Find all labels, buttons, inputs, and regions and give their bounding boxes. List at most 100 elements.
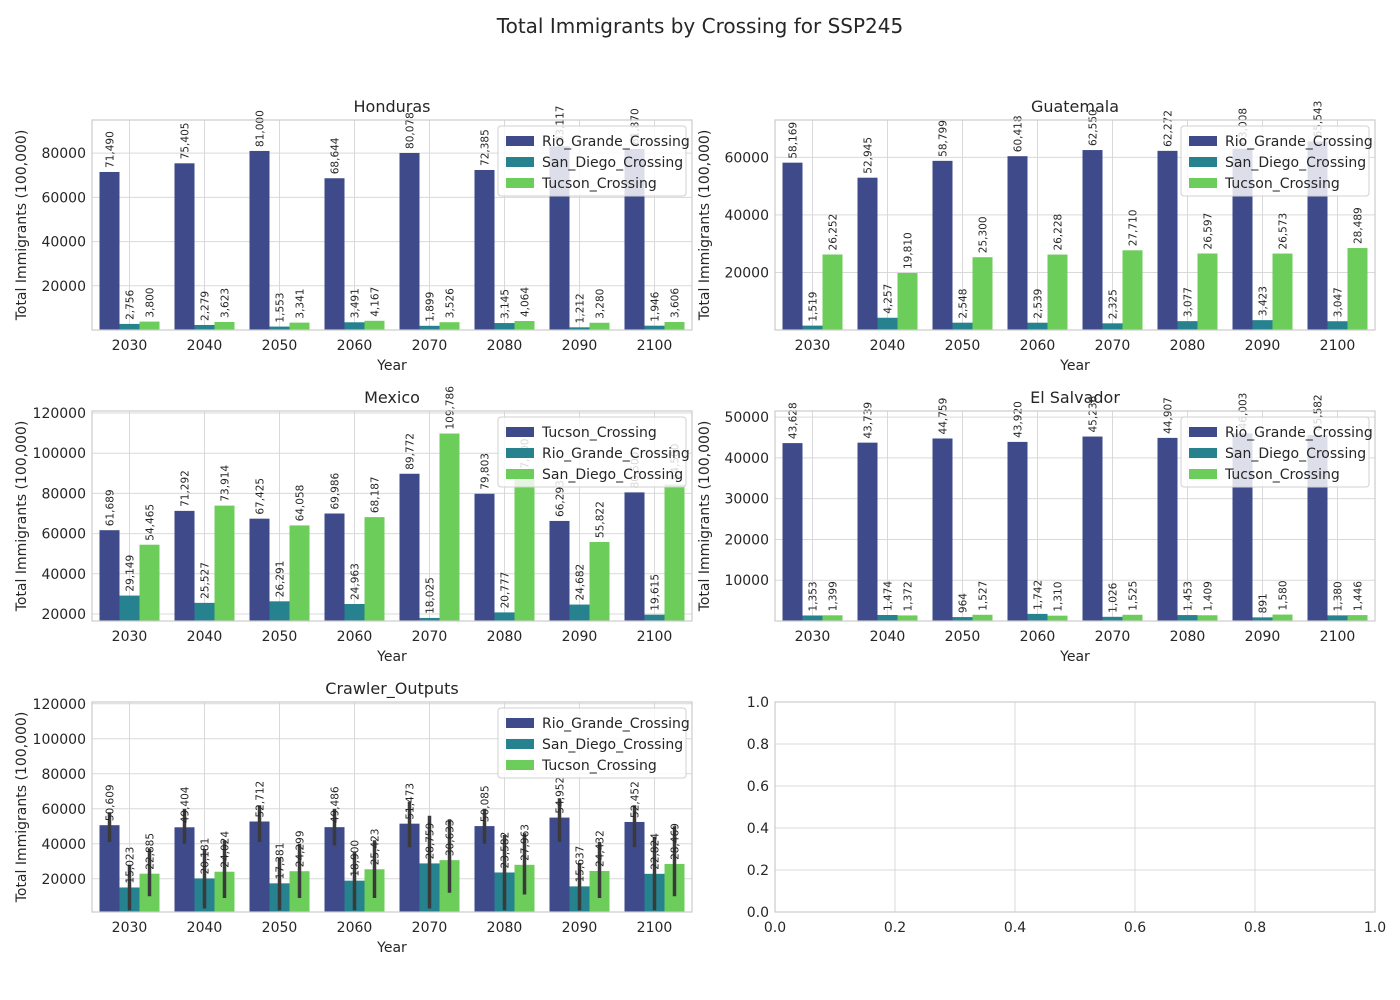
data-label: 26,228: [1053, 214, 1065, 251]
chart-empty-axes: 0.00.0 0.2 0.2 0.4 0.4 0.6 0.6 0.8 0.8 1.0 1.0: [747, 695, 1386, 936]
data-label: 20,777: [500, 572, 512, 609]
x-tick-label: 2040: [870, 338, 906, 354]
legend-entry: Rio_Grande_Crossing: [1225, 134, 1373, 150]
bar-san-diego-crossing: [269, 326, 290, 330]
bar-rio-grande-crossing: [324, 178, 345, 330]
bar-tucson-crossing: [624, 492, 645, 621]
data-label: 44,759: [938, 398, 950, 435]
legend-swatch: [1189, 136, 1217, 146]
plot-area: 20000 40000 60000 80000 100000 120000 61,689 71…: [14, 386, 693, 665]
bar-rio-grande-crossing: [399, 823, 420, 912]
data-label: 3,341: [295, 289, 307, 319]
data-label: 26,252: [828, 214, 840, 251]
bar-rio-grande-crossing: [324, 827, 345, 912]
data-label: 1,409: [1203, 581, 1215, 611]
bar-san-diego-crossing: [364, 517, 385, 621]
bar-tucson-crossing: [822, 254, 843, 330]
data-label: 68,644: [330, 137, 342, 174]
data-label: 1,399: [828, 581, 840, 611]
data-label: 62,550: [1088, 109, 1100, 146]
legend-entry: Tucson_Crossing: [541, 425, 657, 441]
bar-tucson-crossing: [399, 473, 420, 621]
data-label: 71,490: [105, 131, 117, 168]
data-label: 29,149: [125, 555, 137, 592]
legend-swatch: [506, 469, 534, 479]
data-label: 15,637: [575, 846, 587, 883]
bar-san-diego-crossing: [952, 322, 973, 330]
data-label: 52,712: [255, 781, 267, 818]
x-tick-label: 2090: [562, 920, 598, 936]
bar-rio-grande-crossing: [174, 163, 195, 330]
x-tick-label: 2090: [562, 629, 598, 645]
data-label: 54,952: [555, 777, 567, 814]
data-label: 3,077: [1183, 287, 1195, 317]
bars: [99, 798, 685, 912]
data-label: 73,914: [220, 465, 232, 502]
x-tick-label: 2030: [112, 338, 148, 354]
bar-tucson-crossing: [1122, 614, 1143, 621]
data-label: 67,425: [255, 478, 267, 515]
bar-san-diego-crossing: [139, 544, 160, 621]
x-tick-label: 2080: [1170, 629, 1206, 645]
bar-rio-grande-crossing: [1082, 150, 1103, 330]
data-label: 58,169: [788, 122, 800, 159]
axes-frame: [774, 701, 1376, 913]
legend-entry: San_Diego_Crossing: [542, 467, 683, 483]
data-label: 4,257: [883, 284, 895, 314]
bar-san-diego-crossing: [419, 325, 440, 330]
axes-frame: [91, 410, 693, 622]
bar-tucson-crossing: [897, 615, 918, 621]
bar-san-diego-crossing: [877, 317, 898, 330]
data-label: 66,293: [555, 480, 567, 517]
data-label: 68,187: [370, 476, 382, 513]
data-label: 62,272: [1163, 110, 1175, 147]
x-tick-label: 2080: [1170, 338, 1206, 354]
bar-san-diego-crossing: [952, 617, 973, 621]
bar-tucson-crossing: [474, 493, 495, 621]
bar-rio-grande-crossing: [857, 442, 878, 621]
data-label: 26,291: [275, 561, 287, 598]
y-tick-label: 30000: [724, 492, 769, 508]
bar-tucson-crossing: [1122, 250, 1143, 330]
axes-frame: [774, 119, 1376, 331]
legend-swatch: [1189, 178, 1217, 188]
data-label: 2,539: [1033, 289, 1045, 319]
y-tick-label: 0.6: [747, 779, 769, 795]
chart-title: Mexico: [364, 388, 420, 407]
x-tick-label: 0.0: [764, 920, 786, 936]
bar-san-diego-crossing: [877, 614, 898, 621]
figure-title: Total Immigrants by Crossing for SSP245: [496, 14, 904, 38]
data-label: 28,759: [425, 823, 437, 860]
y-tick-label: 20000: [41, 872, 86, 888]
data-label: 28,469: [670, 823, 682, 860]
data-label: 64,058: [295, 485, 307, 522]
x-tick-label: 2050: [262, 920, 298, 936]
data-label: 24,432: [595, 830, 607, 867]
data-label: 18,025: [425, 577, 437, 614]
chart-honduras: 20000 40000 60000 80000 71,490 75,405 81,000 68…: [14, 97, 693, 374]
data-label: 49,404: [180, 786, 192, 823]
bar-rio-grande-crossing: [1082, 436, 1103, 621]
x-tick-label: 2100: [1320, 629, 1356, 645]
legend-entry: Tucson_Crossing: [541, 176, 657, 192]
x-tick-label: 2090: [1245, 629, 1281, 645]
legend-entry: San_Diego_Crossing: [542, 155, 683, 171]
data-label: 1,525: [1128, 581, 1140, 611]
chart-title: El Salvador: [1030, 388, 1120, 407]
data-label: 50,085: [480, 785, 492, 822]
data-label: 89,772: [405, 433, 417, 470]
data-label: 71,292: [180, 470, 192, 507]
y-axis-label: Total Immigrants (100,000): [14, 421, 30, 613]
bar-tucson-crossing: [897, 273, 918, 330]
y-tick-label: 100000: [33, 732, 86, 748]
y-tick-label: 120000: [33, 697, 86, 713]
bar-rio-grande-crossing: [932, 160, 953, 330]
bar-tucson-crossing: [972, 614, 993, 621]
x-tick-label: 2060: [1020, 338, 1056, 354]
chart-crawler-outputs: 20000 40000 60000 80000 100000 120000 50,609 49…: [14, 679, 693, 956]
axes-frame: [91, 119, 693, 331]
data-label: 50,609: [105, 784, 117, 821]
y-tick-label: 20000: [41, 607, 86, 623]
bar-tucson-crossing: [1272, 614, 1293, 621]
